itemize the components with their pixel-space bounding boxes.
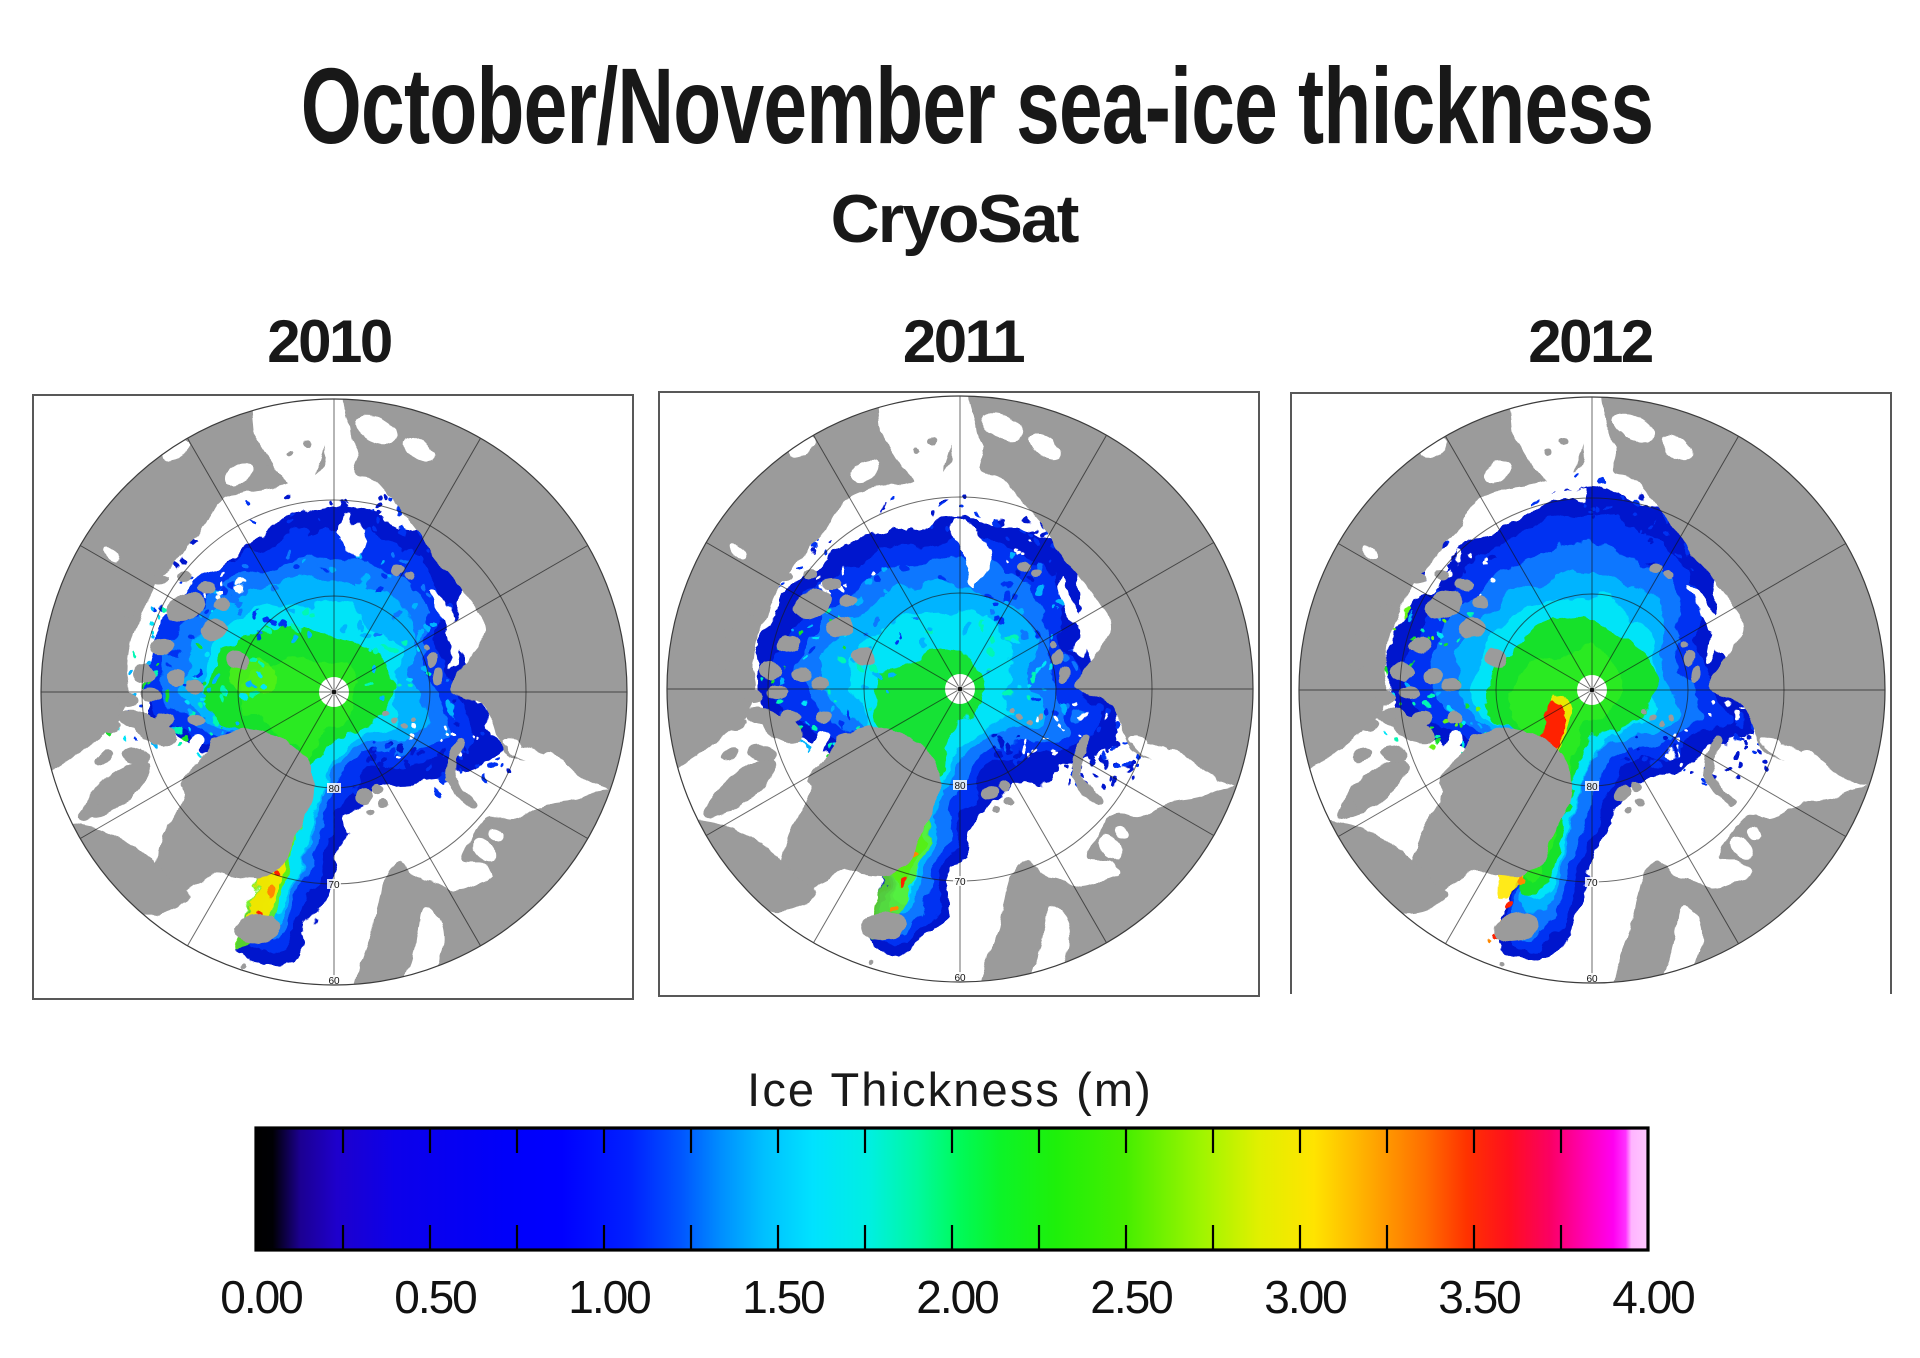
svg-text:80: 80	[328, 784, 340, 795]
svg-text:60: 60	[328, 976, 340, 987]
svg-text:80: 80	[954, 781, 966, 792]
svg-text:80: 80	[1586, 782, 1598, 793]
svg-text:60: 60	[954, 973, 966, 984]
svg-text:70: 70	[328, 880, 340, 891]
svg-text:60: 60	[1586, 974, 1598, 985]
svg-text:70: 70	[1586, 878, 1598, 889]
svg-text:70: 70	[954, 877, 966, 888]
